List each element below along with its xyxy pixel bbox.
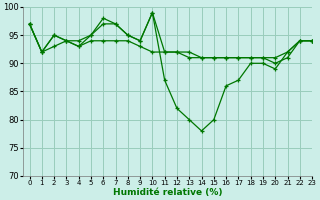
X-axis label: Humidité relative (%): Humidité relative (%) [113,188,222,197]
